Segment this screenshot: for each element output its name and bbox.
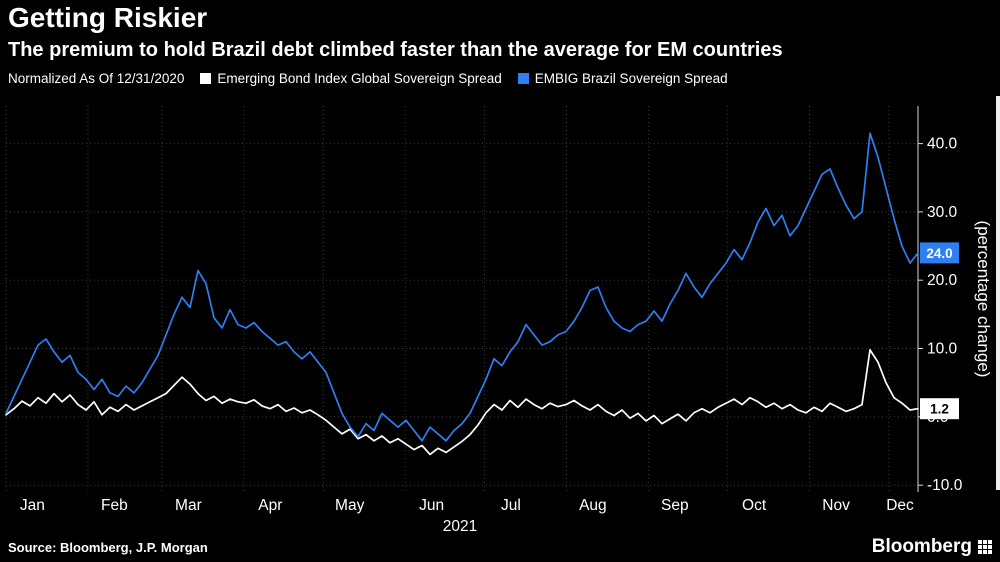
legend-item-em-index: Emerging Bond Index Global Sovereign Spr… bbox=[200, 71, 502, 86]
series-line-0 bbox=[5, 349, 919, 456]
last-value-badge-label: 24.0 bbox=[926, 246, 952, 261]
brazil-swatch bbox=[517, 73, 529, 84]
x-tick-label: Jan bbox=[20, 497, 45, 514]
bloomberg-logo-text: Bloomberg bbox=[871, 536, 972, 557]
x-tick-label: Apr bbox=[258, 497, 282, 514]
series-line-1 bbox=[5, 132, 919, 442]
last-value-badge-label: 1.2 bbox=[930, 402, 949, 417]
y-tick-label: 10.0 bbox=[927, 341, 958, 358]
source-text: Source: Bloomberg, J.P. Morgan bbox=[8, 539, 208, 555]
x-tick-label: Dec bbox=[886, 497, 914, 514]
x-tick-label: Oct bbox=[742, 497, 767, 514]
y-tick-label: 40.0 bbox=[927, 136, 958, 153]
legend-note: Normalized As Of 12/31/2020 bbox=[8, 71, 185, 86]
x-tick-label: Aug bbox=[579, 497, 607, 514]
legend-item-label: EMBIG Brazil Sovereign Spread bbox=[534, 71, 728, 86]
y-tick-label: 20.0 bbox=[927, 272, 958, 289]
right-edge-strip bbox=[996, 96, 1000, 490]
x-tick-label: Nov bbox=[822, 497, 850, 514]
x-tick-label: Sep bbox=[661, 497, 689, 514]
x-tick-label: Mar bbox=[175, 497, 202, 514]
last-value-badge bbox=[920, 242, 959, 264]
bloomberg-logo-grid-icon bbox=[978, 540, 992, 554]
legend-item-brazil: EMBIG Brazil Sovereign Spread bbox=[517, 71, 728, 86]
chart-title: Getting Riskier bbox=[8, 2, 208, 33]
legend-item-label: Emerging Bond Index Global Sovereign Spr… bbox=[217, 71, 502, 86]
x-tick-label: Jun bbox=[419, 497, 444, 514]
chart-subtitle: The premium to hold Brazil debt climbed … bbox=[8, 39, 783, 61]
bloomberg-logo: Bloomberg bbox=[872, 536, 992, 558]
x-tick-label: Feb bbox=[101, 497, 128, 514]
chart-svg: Jan Feb Mar Apr May Jun Jul Aug Sep Oct Nov Dec 40.0… bbox=[5, 106, 993, 535]
last-value-badge bbox=[920, 398, 959, 420]
x-tick-label: May bbox=[335, 497, 365, 514]
chart-legend: Normalized As Of 12/31/2020 Emerging Bon… bbox=[8, 71, 992, 86]
y-axis-title: (percentage change) bbox=[974, 221, 993, 378]
y-tick-label: 30.0 bbox=[927, 204, 958, 221]
chart-footer: Source: Bloomberg, J.P. Morgan Bloomberg bbox=[8, 536, 992, 558]
chart-header: Getting Riskier The premium to hold Braz… bbox=[8, 0, 992, 86]
y-tick-label: -10.0 bbox=[927, 477, 963, 494]
x-axis-year-label: 2021 bbox=[443, 518, 477, 535]
em-index-swatch bbox=[200, 73, 212, 84]
x-tick-label: Jul bbox=[501, 497, 521, 514]
